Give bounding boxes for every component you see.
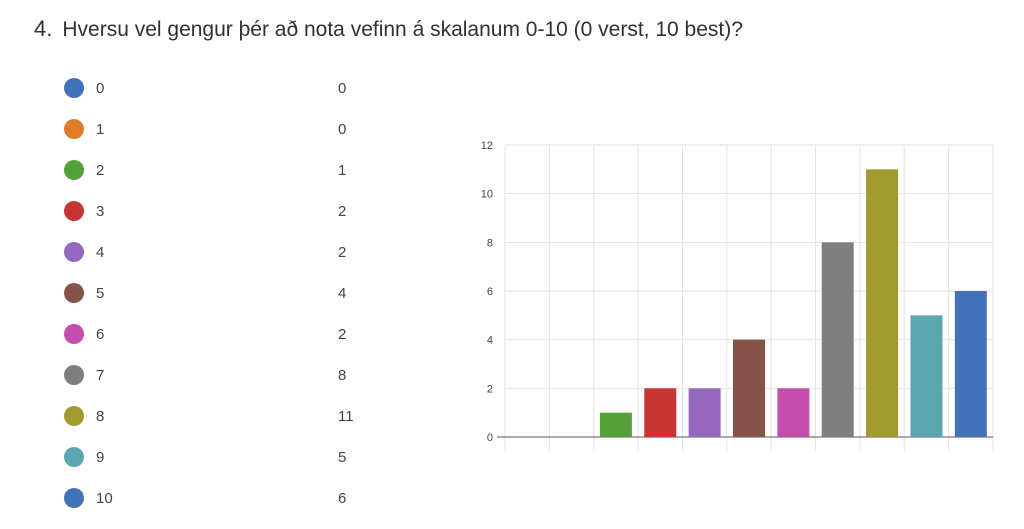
- legend-item: 4 2: [64, 240, 384, 264]
- legend-count: 1: [338, 161, 347, 179]
- legend-count: 5: [338, 448, 347, 466]
- legend-label: 6: [96, 325, 105, 343]
- legend-count: 2: [338, 325, 347, 343]
- legend-count: 11: [338, 407, 354, 425]
- legend-color-dot: [64, 365, 84, 385]
- bar-3: [644, 388, 677, 437]
- legend-color-dot: [64, 78, 84, 98]
- legend-count: 2: [338, 202, 347, 220]
- legend-label: 4: [96, 243, 105, 261]
- bar-4: [688, 388, 721, 437]
- y-tick-label: 2: [487, 383, 493, 395]
- legend-item: 6 2: [64, 322, 384, 346]
- legend-label: 2: [96, 161, 105, 179]
- legend-item: 3 2: [64, 199, 384, 223]
- legend-label: 7: [96, 366, 105, 384]
- legend-label: 10: [96, 489, 113, 507]
- legend-color-dot: [64, 283, 84, 303]
- legend-label: 8: [96, 407, 105, 425]
- legend-item: 8 11: [64, 404, 384, 428]
- legend-count: 4: [338, 284, 347, 302]
- legend-label: 5: [96, 284, 105, 302]
- legend-color-dot: [64, 201, 84, 221]
- bar-5: [733, 339, 765, 437]
- y-tick-label: 6: [487, 286, 493, 298]
- legend-item: 0 0: [64, 76, 384, 100]
- y-tick-label: 10: [481, 189, 493, 201]
- legend-color-dot: [64, 447, 84, 467]
- legend-item: 9 5: [64, 445, 384, 469]
- question-text: Hversu vel gengur þér að nota vefinn á s…: [62, 18, 743, 41]
- legend-count: 0: [338, 79, 347, 97]
- legend-count: 8: [338, 366, 347, 384]
- question-header: 4. Hversu vel gengur þér að nota vefinn …: [34, 16, 743, 42]
- y-tick-label: 0: [487, 432, 493, 444]
- legend-count: 2: [338, 243, 347, 261]
- y-tick-label: 8: [487, 237, 493, 249]
- bar-chart-svg: 0 2 4 6 8 10 12: [481, 140, 994, 451]
- legend-color-dot: [64, 242, 84, 262]
- legend-color-dot: [64, 406, 84, 426]
- bar-8: [866, 169, 899, 438]
- legend-label: 0: [96, 79, 105, 97]
- bar-chart: 0 2 4 6 8 10 12: [460, 130, 1000, 460]
- legend-item: 1 0: [64, 117, 384, 141]
- legend-label: 9: [96, 448, 105, 466]
- bar-2: [599, 412, 632, 437]
- legend-count: 0: [338, 120, 347, 138]
- legend-color-dot: [64, 160, 84, 180]
- bar-9: [910, 315, 943, 437]
- legend-color-dot: [64, 488, 84, 508]
- legend-item: 10 6: [64, 486, 384, 510]
- legend-color-dot: [64, 119, 84, 139]
- legend-label: 1: [96, 120, 105, 138]
- legend-item: 7 8: [64, 363, 384, 387]
- legend-item: 2 1: [64, 158, 384, 182]
- legend-color-dot: [64, 324, 84, 344]
- legend-label: 3: [96, 202, 105, 220]
- bar-7: [821, 242, 854, 437]
- legend-count: 6: [338, 489, 347, 507]
- y-tick-label: 12: [481, 140, 493, 152]
- bar-6: [777, 388, 810, 437]
- legend-item: 5 4: [64, 281, 384, 305]
- bar-10: [954, 291, 987, 437]
- y-tick-label: 4: [487, 335, 493, 347]
- question-number: 4.: [34, 16, 53, 41]
